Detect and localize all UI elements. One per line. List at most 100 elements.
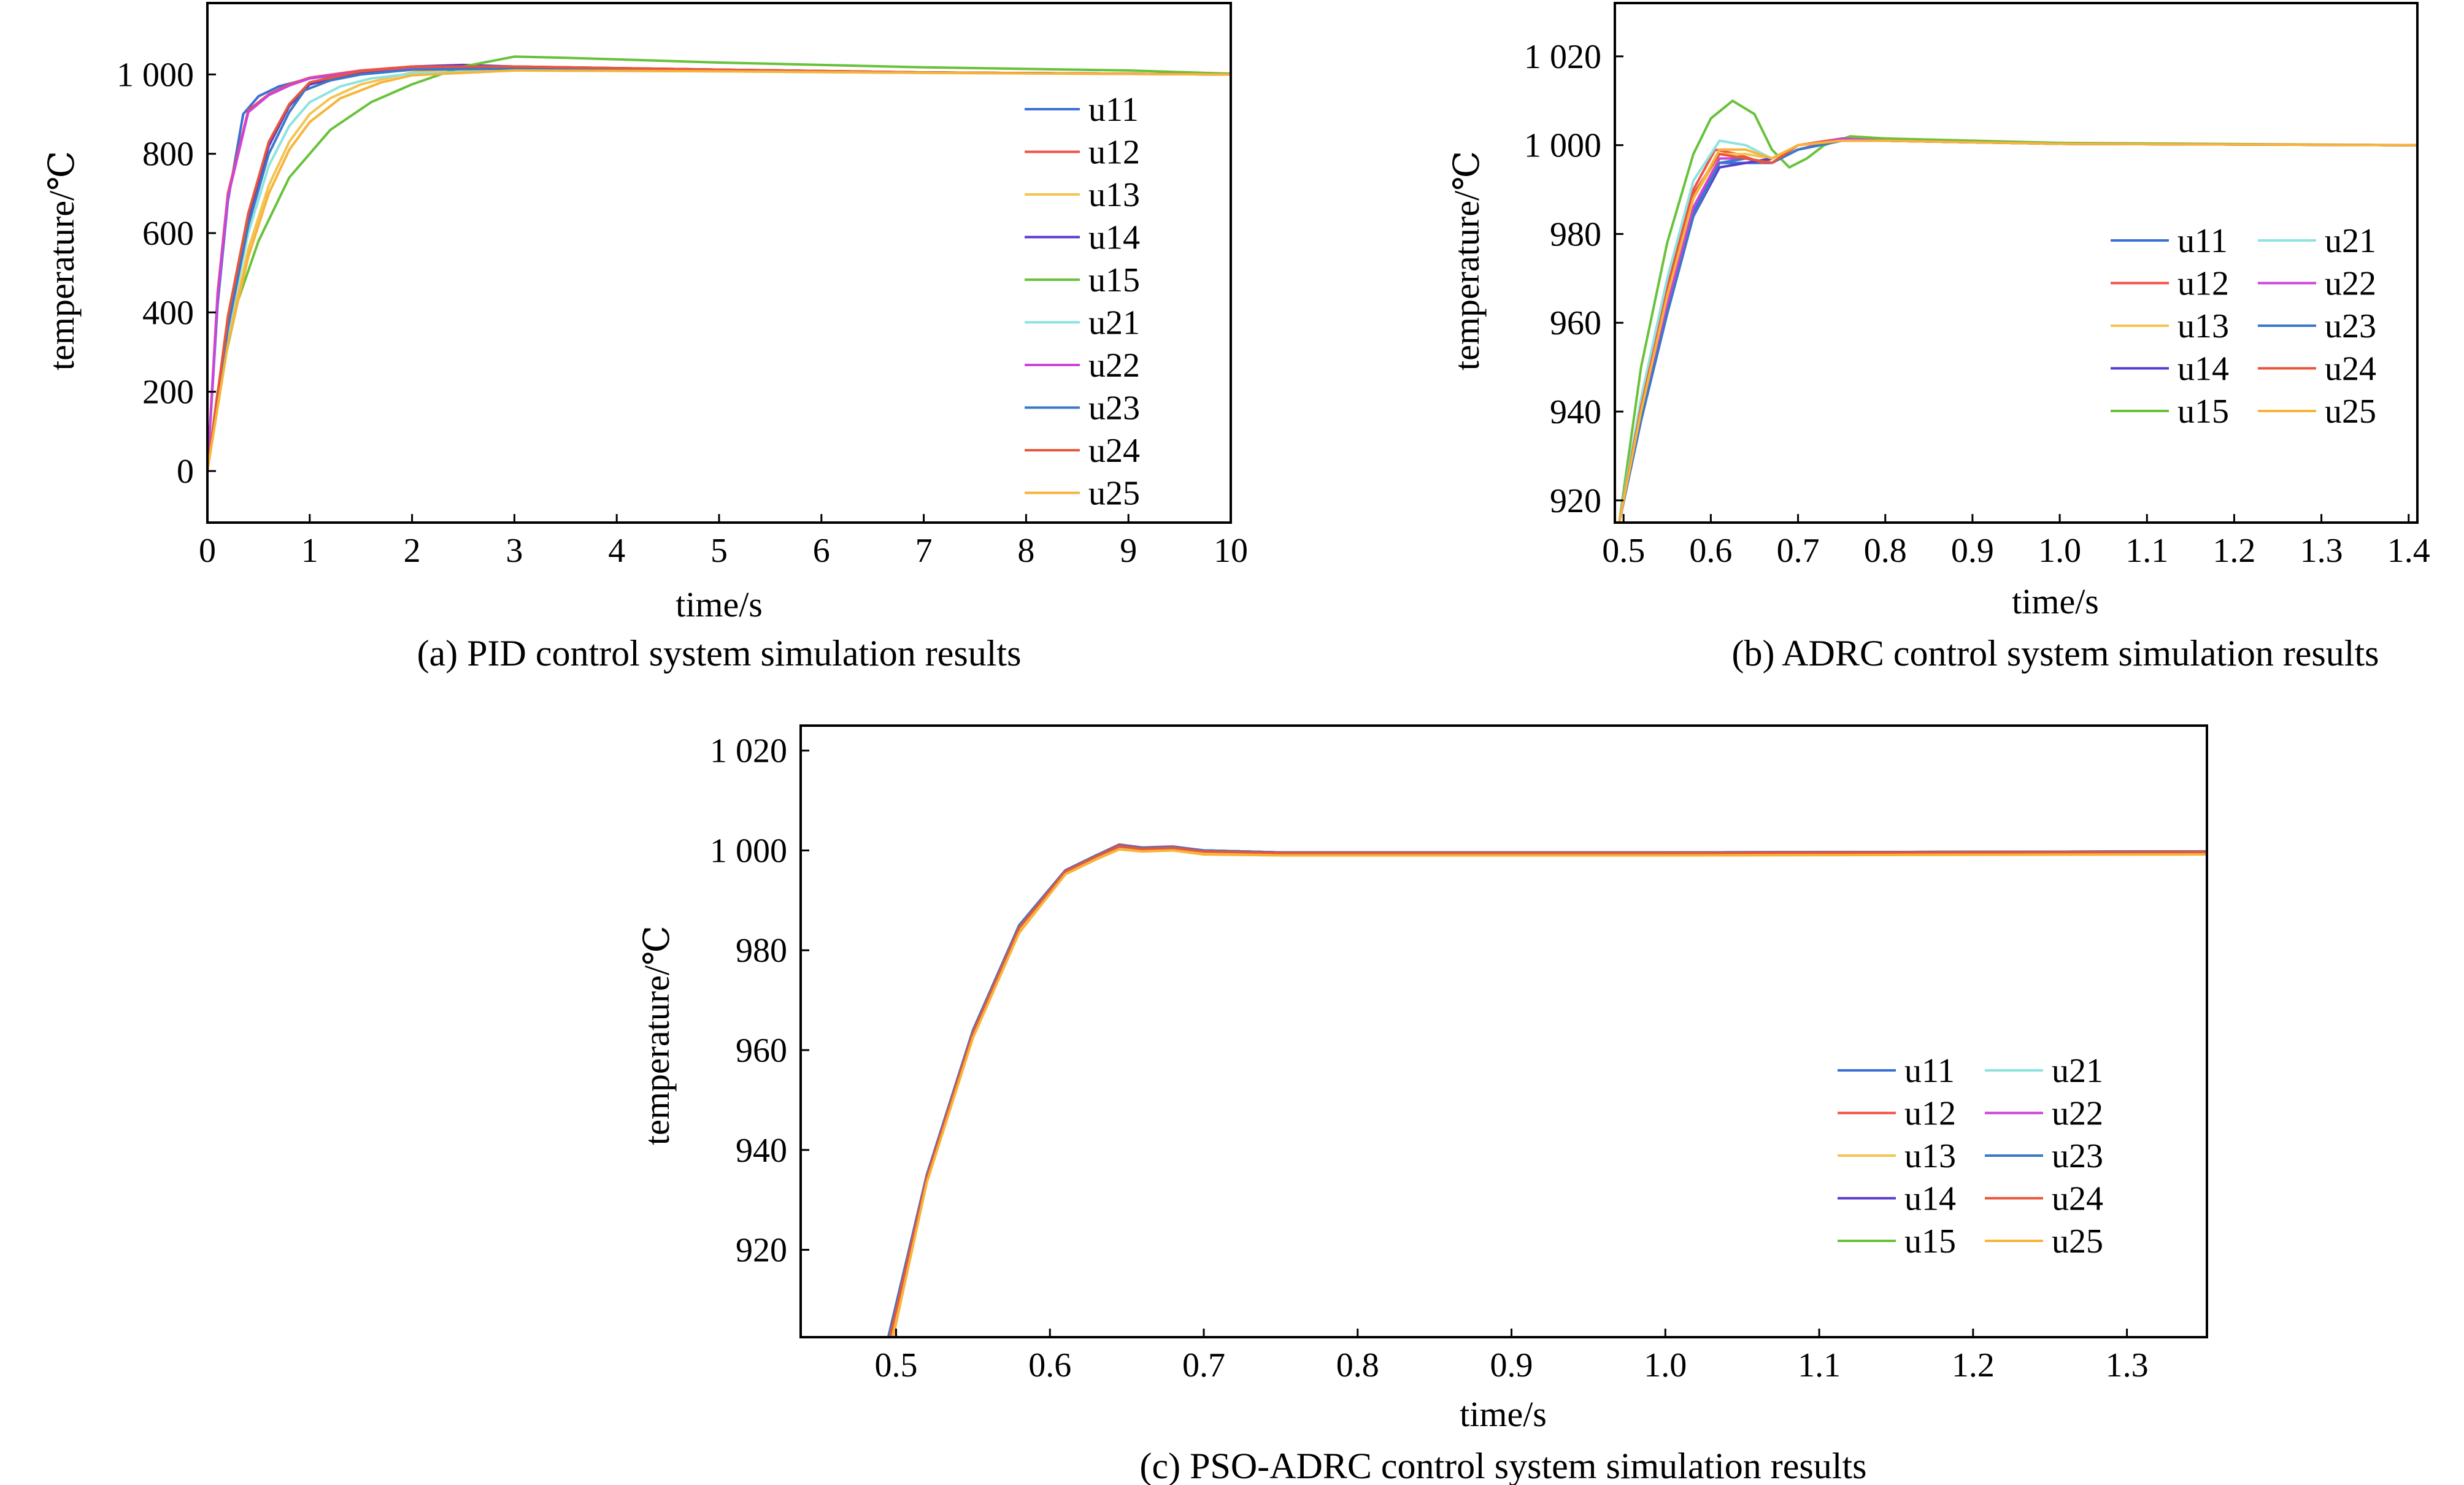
y-tick-label-a: 1 000 bbox=[117, 56, 194, 94]
series-line-c-u25 bbox=[891, 848, 2207, 1337]
legend-label-b-u11: u11 bbox=[2177, 222, 2228, 260]
y-tick-label-b: 1 020 bbox=[1524, 38, 1601, 76]
y-tick-label-b: 980 bbox=[1550, 215, 1601, 253]
legend-label-c-u14: u14 bbox=[1904, 1180, 1956, 1218]
y-tick-label-b: 920 bbox=[1550, 482, 1601, 520]
x-tick-label-b: 0.7 bbox=[1777, 532, 1820, 570]
legend-label-c-u12: u12 bbox=[1904, 1095, 1956, 1133]
legend-label-a-u14: u14 bbox=[1088, 219, 1140, 257]
legend-label-a-u24: u24 bbox=[1088, 432, 1140, 470]
y-axis-label-a: temperature/℃ bbox=[42, 151, 82, 370]
x-tick-label-a: 5 bbox=[710, 532, 728, 570]
panel-b: 0.5 0.6 0.7 0.8 0.9 1.0 1.1 1.2 1.3 1.4 920 940 960 9… bbox=[1447, 2, 2430, 673]
x-tick-label-a: 4 bbox=[608, 532, 625, 570]
x-tick-label-c: 1.1 bbox=[1798, 1346, 1841, 1384]
x-tick-label-c: 0.7 bbox=[1182, 1346, 1225, 1384]
legend-label-a-u13: u13 bbox=[1088, 176, 1140, 214]
x-tick-label-b: 0.5 bbox=[1602, 532, 1645, 570]
legend-label-b-u13: u13 bbox=[2177, 307, 2229, 345]
legend-label-c-u23: u23 bbox=[2052, 1137, 2103, 1175]
x-axis-label-a: time/s bbox=[676, 585, 763, 624]
legend-label-b-u25: u25 bbox=[2325, 393, 2376, 431]
legend-label-c-u24: u24 bbox=[2052, 1180, 2103, 1218]
legend-label-c-u21: u21 bbox=[2052, 1052, 2103, 1090]
legend-label-b-u24: u24 bbox=[2325, 350, 2376, 388]
legend-label-b-u23: u23 bbox=[2325, 307, 2376, 345]
legend-label-b-u12: u12 bbox=[2177, 265, 2229, 303]
x-tick-label-b: 1.2 bbox=[2212, 532, 2255, 570]
y-tick-label-b: 940 bbox=[1550, 393, 1601, 431]
legend-label-a-u22: u22 bbox=[1088, 347, 1140, 385]
series-group-c bbox=[887, 843, 2207, 1337]
plot-c: 0.5 0.6 0.7 0.8 0.9 1.0 1.1 1.2 1.3 920 940 960 980 1… bbox=[710, 724, 2208, 1384]
x-tick-label-c: 1.0 bbox=[1644, 1346, 1687, 1384]
legend-c: u11 u12 u13 u14 u15 u21 u22 u23 u24 u25 bbox=[1838, 1052, 2103, 1261]
x-tick-label-a: 7 bbox=[915, 532, 933, 570]
y-tick-label-a: 600 bbox=[142, 215, 194, 253]
x-tick-label-b: 0.9 bbox=[1951, 532, 1994, 570]
legend-label-a-u25: u25 bbox=[1088, 475, 1140, 513]
caption-a: (a) PID control system simulation result… bbox=[417, 633, 1022, 673]
legend-label-a-u15: u15 bbox=[1088, 261, 1140, 299]
x-tick-label-c: 0.6 bbox=[1028, 1346, 1071, 1384]
x-tick-label-a: 8 bbox=[1017, 532, 1034, 570]
x-tick-label-b: 1.4 bbox=[2387, 532, 2430, 570]
legend-label-a-u11: u11 bbox=[1088, 91, 1139, 129]
y-tick-label-b: 960 bbox=[1550, 304, 1601, 342]
caption-b: (b) ADRC control system simulation resul… bbox=[1732, 633, 2379, 673]
x-tick-label-b: 0.6 bbox=[1689, 532, 1732, 570]
x-tick-label-b: 1.0 bbox=[2038, 532, 2081, 570]
panel-c: 0.5 0.6 0.7 0.8 0.9 1.0 1.1 1.2 1.3 920 940 960 980 1… bbox=[637, 724, 2208, 1485]
x-tick-label-c: 1.2 bbox=[1952, 1346, 1995, 1384]
x-tick-label-b: 1.1 bbox=[2125, 532, 2168, 570]
y-tick-label-c: 960 bbox=[736, 1032, 787, 1070]
plot-frame-c bbox=[799, 724, 2208, 1338]
y-tick-label-c: 1 020 bbox=[710, 732, 787, 770]
legend-label-a-u21: u21 bbox=[1088, 304, 1140, 342]
x-axis-label-b: time/s bbox=[2012, 581, 2099, 621]
legend-label-c-u11: u11 bbox=[1904, 1052, 1955, 1090]
x-tick-label-a: 6 bbox=[813, 532, 830, 570]
y-tick-label-c: 1 000 bbox=[710, 832, 787, 870]
y-axis-label-c: temperature/℃ bbox=[637, 926, 677, 1145]
y-tick-label-c: 980 bbox=[736, 932, 787, 970]
legend-label-b-u14: u14 bbox=[2177, 350, 2229, 388]
series-line-a-u24 bbox=[207, 65, 1231, 472]
caption-c: (c) PSO-ADRC control system simulation r… bbox=[1140, 1446, 1867, 1485]
legend-label-a-u12: u12 bbox=[1088, 134, 1140, 172]
plot-frame-b bbox=[1614, 2, 2419, 524]
legend-b: u11 u12 u13 u14 u15 u21 u22 u23 u24 u25 bbox=[2111, 222, 2376, 431]
y-tick-label-a: 400 bbox=[142, 294, 194, 332]
x-tick-label-c: 0.9 bbox=[1490, 1346, 1533, 1384]
x-tick-label-b: 1.3 bbox=[2300, 532, 2343, 570]
y-tick-label-b: 1 000 bbox=[1524, 127, 1601, 165]
legend-label-c-u13: u13 bbox=[1904, 1137, 1956, 1175]
x-tick-label-b: 0.8 bbox=[1864, 532, 1907, 570]
x-tick-label-a: 10 bbox=[1214, 532, 1248, 570]
x-tick-label-c: 0.8 bbox=[1336, 1346, 1379, 1384]
x-tick-label-a: 0 bbox=[199, 532, 216, 570]
series-group-a bbox=[207, 55, 1231, 472]
series-line-a-u15 bbox=[207, 55, 1231, 472]
legend-label-c-u25: u25 bbox=[2052, 1222, 2103, 1261]
y-axis-label-b: temperature/℃ bbox=[1447, 151, 1487, 370]
legend-label-b-u15: u15 bbox=[2177, 393, 2229, 431]
legend-label-c-u15: u15 bbox=[1904, 1222, 1956, 1261]
x-tick-label-c: 0.5 bbox=[874, 1346, 917, 1384]
legend-a: u11 u12 u13 u14 u15 u21 u22 u23 u24 u25 bbox=[1025, 91, 1140, 513]
y-tick-label-a: 0 bbox=[177, 453, 194, 491]
legend-label-c-u22: u22 bbox=[2052, 1095, 2103, 1133]
series-line-c-u24 bbox=[888, 845, 2207, 1337]
x-tick-label-a: 9 bbox=[1120, 532, 1137, 570]
y-tick-label-a: 200 bbox=[142, 374, 194, 412]
series-line-b-u15 bbox=[1618, 99, 2417, 523]
series-line-a-u25 bbox=[207, 69, 1231, 472]
plot-b: 0.5 0.6 0.7 0.8 0.9 1.0 1.1 1.2 1.3 1.4 920 940 960 9… bbox=[1524, 2, 2430, 570]
legend-label-b-u22: u22 bbox=[2325, 265, 2376, 303]
y-tick-label-c: 920 bbox=[736, 1232, 787, 1270]
legend-label-a-u23: u23 bbox=[1088, 389, 1140, 428]
x-axis-label-c: time/s bbox=[1460, 1394, 1547, 1434]
